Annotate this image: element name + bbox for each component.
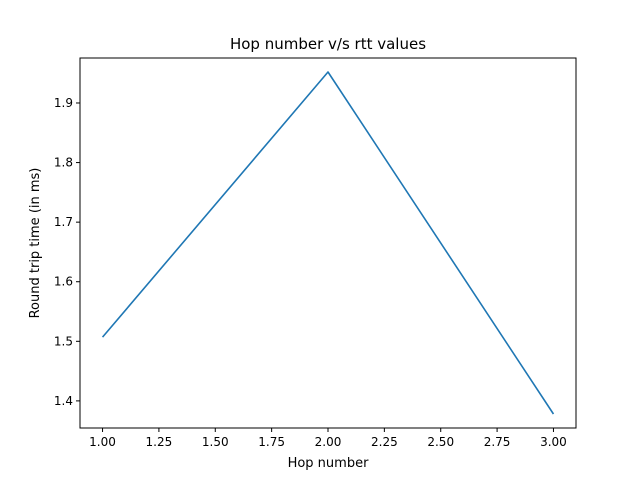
x-tick-label: 3.00 [540,435,567,449]
x-tick-label: 1.00 [89,435,116,449]
x-tick-label: 2.00 [315,435,342,449]
series-line [101,71,555,415]
y-tick-label: 1.8 [54,156,73,170]
y-axis: 1.4 1.5 1.6 1.7 1.8 1.9 [54,96,80,408]
x-axis-label: Hop number [288,456,370,471]
y-tick-label: 1.6 [54,275,73,289]
series-layer [101,71,555,415]
x-tick-label: 2.75 [484,435,511,449]
x-tick-label: 1.75 [258,435,285,449]
y-tick-label: 1.9 [54,96,73,110]
x-tick-label: 2.25 [371,435,398,449]
x-tick-label: 1.25 [146,435,173,449]
y-tick-label: 1.4 [54,394,73,408]
y-tick-label: 1.7 [54,215,73,229]
x-tick-label: 2.50 [427,435,454,449]
x-tick-label: 1.50 [202,435,229,449]
x-axis: 1.00 1.25 1.50 1.75 2.00 2.25 2.50 2.75 3.00 [89,428,567,449]
chart-title: Hop number v/s rtt values [230,35,426,53]
y-tick-label: 1.5 [54,334,73,348]
y-axis-label: Round trip time (in ms) [28,168,43,319]
plot-area: 1.00 1.25 1.50 1.75 2.00 2.25 2.50 2.75 3.00 1.4… [54,57,577,449]
